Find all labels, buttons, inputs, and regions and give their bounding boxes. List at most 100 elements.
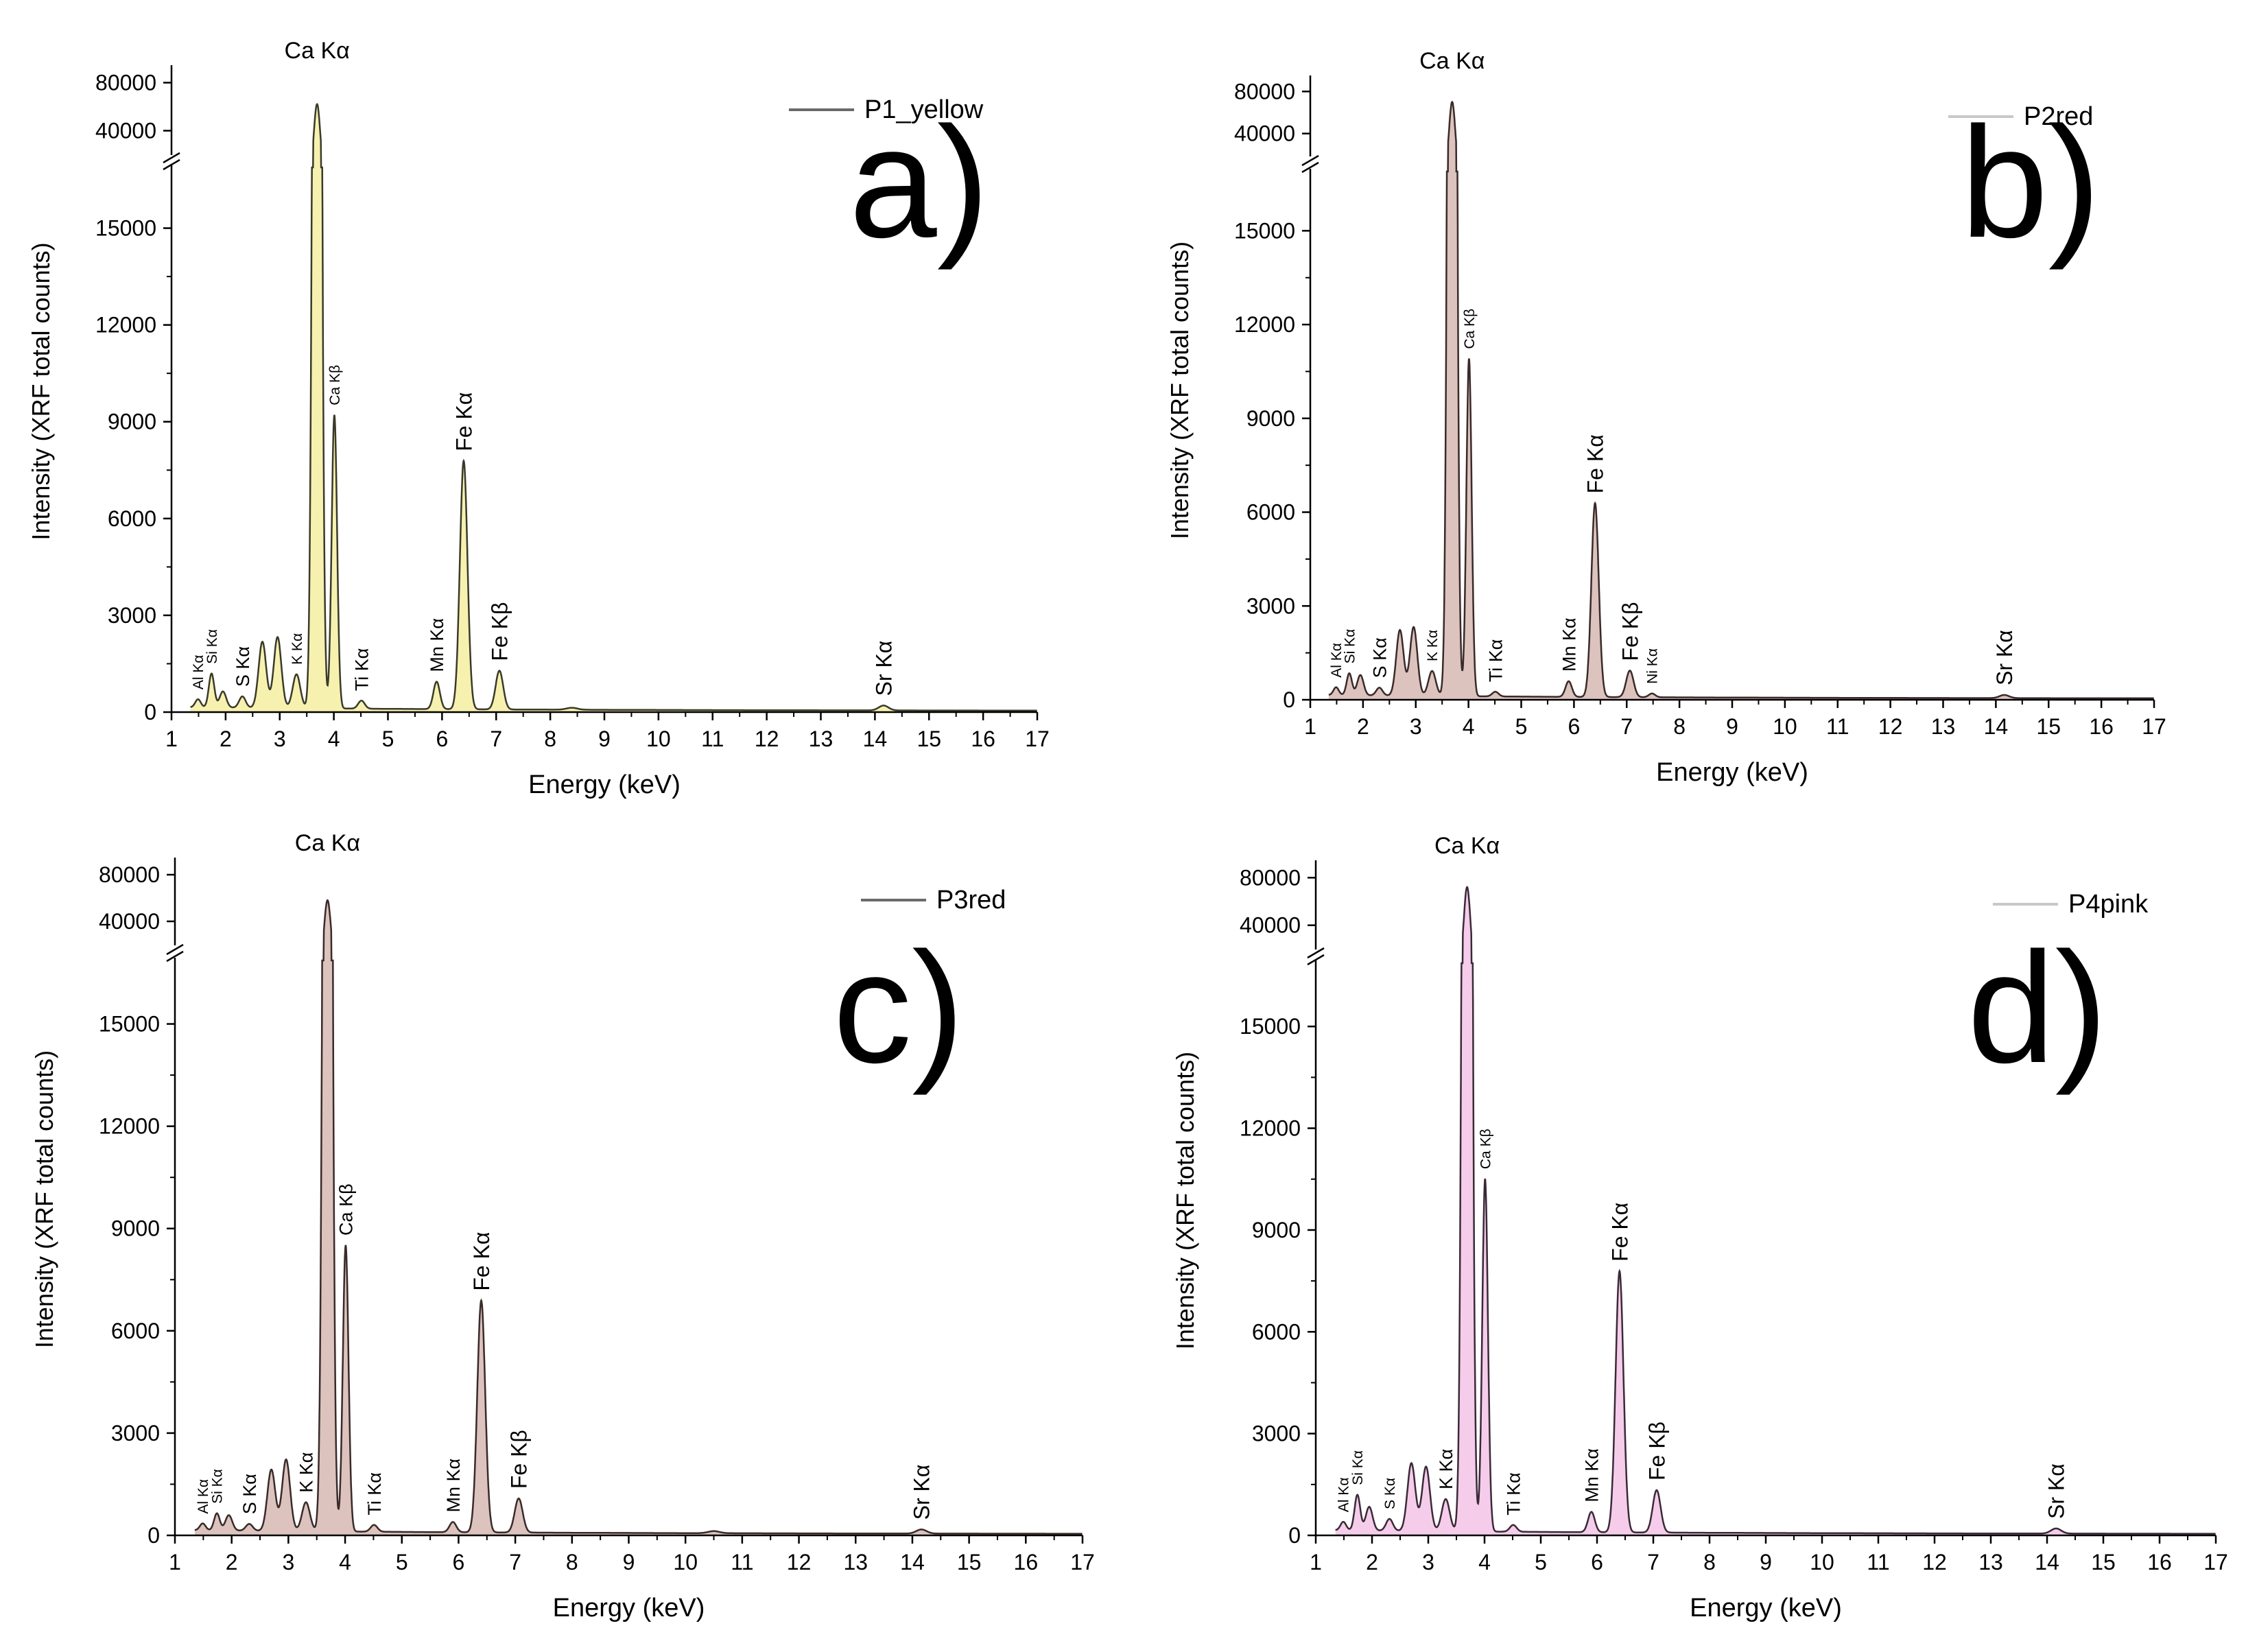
- y-tick-label: 40000: [1234, 121, 1295, 146]
- x-tick-label: 12: [755, 727, 779, 751]
- x-tick-label: 7: [1647, 1550, 1659, 1574]
- x-tick-label: 7: [509, 1550, 521, 1574]
- panel-b: 1 2 3 4 5 6 7 8 9 10 11 12 13 14 15 16 17030006000900012…: [1166, 48, 2166, 787]
- x-tick-label: 11: [701, 727, 724, 751]
- spectrum-line: [190, 103, 1037, 711]
- x-tick-label: 9: [598, 727, 611, 751]
- x-tick-label: 9: [623, 1550, 635, 1574]
- x-tick-label: 3: [282, 1550, 294, 1574]
- peak-label: Ti Kα: [1486, 639, 1506, 683]
- y-tick-label: 40000: [95, 119, 156, 143]
- peak-label: Ti Kα: [364, 1472, 385, 1515]
- x-tick-label: 12: [1922, 1550, 1947, 1574]
- y-tick-label: 9000: [1246, 406, 1295, 431]
- x-tick-label: 6: [1591, 1550, 1603, 1574]
- peak-label: Fe Kα: [469, 1232, 494, 1291]
- y-tick-label: 3000: [108, 603, 156, 628]
- x-tick-label: 14: [863, 727, 888, 751]
- y-tick-label: 3000: [1252, 1421, 1301, 1446]
- x-tick-label: 5: [382, 727, 394, 751]
- y-tick-label: 0: [144, 700, 156, 724]
- peak-label: Si Kα: [1342, 629, 1358, 664]
- y-axis-title: Intensity (XRF total counts): [30, 1050, 58, 1348]
- x-tick-label: 13: [1978, 1550, 2003, 1574]
- spectrum-line: [1335, 886, 2216, 1535]
- peak-label: Mn Kα: [1559, 617, 1579, 672]
- y-tick-label: 6000: [108, 506, 156, 531]
- x-axis-title: Energy (keV): [1656, 758, 1808, 787]
- y-tick-label: 6000: [1252, 1319, 1301, 1344]
- x-tick-label: 17: [1070, 1550, 1095, 1574]
- x-tick-label: 9: [1760, 1550, 1772, 1574]
- x-tick-label: 1: [1304, 714, 1316, 739]
- y-tick-label: 0: [1288, 1523, 1301, 1548]
- x-tick-label: 13: [843, 1550, 868, 1574]
- y-tick-label: 12000: [95, 313, 156, 338]
- y-tick-label: 15000: [95, 216, 156, 241]
- x-tick-label: 4: [1463, 714, 1475, 739]
- x-tick-label: 16: [1014, 1550, 1039, 1574]
- x-tick-label: 4: [1478, 1550, 1491, 1574]
- panel-c: 1 2 3 4 5 6 7 8 9 10 11 12 13 14 15 16 17030006000900012…: [30, 830, 1095, 1622]
- y-tick-label: 80000: [1234, 79, 1295, 104]
- peak-label: Si Kα: [1350, 1450, 1366, 1485]
- y-tick-label: 80000: [95, 71, 156, 95]
- x-tick-label: 14: [1984, 714, 2009, 739]
- peak-label: Si Kα: [204, 629, 220, 664]
- panel-label: b): [1961, 94, 2101, 270]
- x-tick-label: 11: [731, 1550, 753, 1574]
- x-tick-label: 6: [1568, 714, 1580, 739]
- legend-label: P4pink: [2068, 890, 2149, 919]
- y-tick-label: 12000: [1240, 1116, 1301, 1141]
- x-tick-label: 9: [1726, 714, 1738, 739]
- peak-label: Ca Kα: [295, 830, 360, 856]
- x-tick-label: 15: [957, 1550, 982, 1574]
- x-tick-label: 16: [971, 727, 995, 751]
- y-tick-label: 3000: [111, 1421, 160, 1446]
- x-tick-label: 10: [673, 1550, 698, 1574]
- panel-label: a): [849, 94, 990, 270]
- peak-label: Mn Kα: [427, 618, 447, 672]
- spectrum-line: [194, 899, 1083, 1535]
- panel-label: d): [1967, 919, 2108, 1096]
- x-tick-label: 3: [274, 727, 286, 751]
- panel-d: 1 2 3 4 5 6 7 8 9 10 11 12 13 14 15 16 17030006000900012…: [1171, 833, 2228, 1622]
- peak-label: Fe Kα: [1607, 1203, 1632, 1262]
- peak-label: Si Kα: [210, 1469, 226, 1504]
- peak-label: Sr Kα: [1992, 630, 2017, 685]
- x-tick-label: 7: [490, 727, 502, 751]
- x-axis-title: Energy (keV): [553, 1594, 705, 1622]
- x-tick-label: 14: [2035, 1550, 2059, 1574]
- peak-label: Fe Kβ: [1618, 602, 1642, 661]
- y-tick-label: 12000: [99, 1114, 160, 1139]
- peak-label: Fe Kβ: [507, 1430, 532, 1489]
- x-tick-label: 8: [544, 727, 556, 751]
- y-axis-title: Intensity (XRF total counts): [27, 242, 55, 540]
- panel-label: c): [833, 919, 965, 1096]
- x-tick-label: 4: [339, 1550, 351, 1574]
- y-tick-label: 3000: [1246, 593, 1295, 618]
- y-tick-label: 80000: [1240, 865, 1301, 890]
- x-axis-title: Energy (keV): [528, 770, 681, 799]
- axis-break-mark: [1301, 161, 1319, 174]
- peak-label: Ti Kα: [1504, 1472, 1524, 1515]
- peak-label: Fe Kβ: [1644, 1421, 1669, 1480]
- axis-break-mark: [163, 152, 180, 164]
- peak-label: Al Kα: [191, 655, 206, 690]
- x-tick-label: 10: [1773, 714, 1797, 739]
- peak-label: K Kα: [296, 1452, 317, 1493]
- y-tick-label: 9000: [108, 410, 156, 434]
- peak-label: Mn Kα: [443, 1459, 464, 1513]
- x-tick-label: 2: [1366, 1550, 1378, 1574]
- peak-label: Ti Kα: [352, 648, 373, 692]
- x-tick-label: 12: [1878, 714, 1903, 739]
- peak-label: Ca Kα: [1419, 48, 1485, 74]
- y-tick-label: 15000: [99, 1012, 160, 1037]
- peak-label: Ca Kα: [1434, 833, 1500, 859]
- peak-label: Sr Kα: [910, 1465, 934, 1520]
- axis-break-mark: [166, 950, 184, 963]
- x-axis-title: Energy (keV): [1690, 1594, 1842, 1622]
- x-tick-label: 1: [169, 1550, 181, 1574]
- x-tick-label: 14: [900, 1550, 925, 1574]
